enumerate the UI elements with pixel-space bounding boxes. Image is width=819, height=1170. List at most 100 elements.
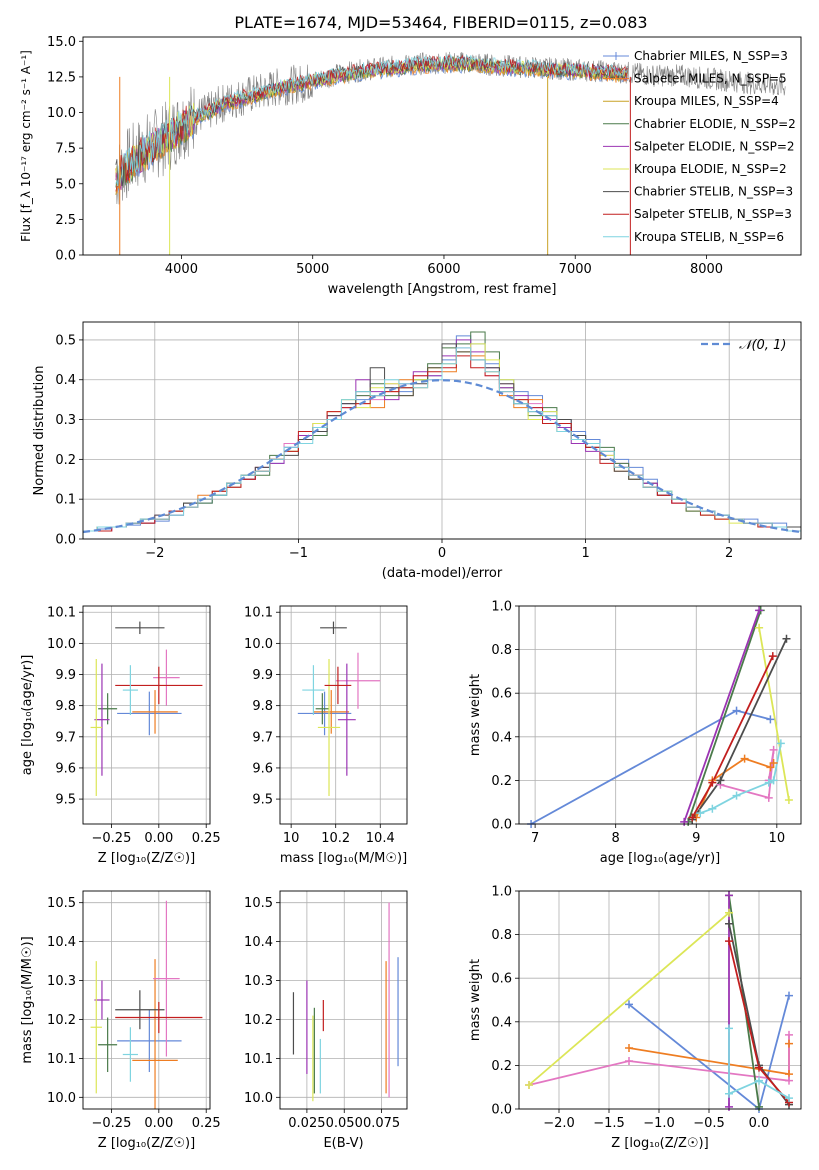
weight-point-marker: [680, 817, 689, 826]
y-tick-label: 0.6: [491, 972, 512, 987]
plot-content: [83, 331, 801, 539]
x-tick-label: 2: [725, 546, 733, 561]
axes-frame: [82, 321, 802, 540]
x-tick-label: −0.25: [92, 1116, 132, 1131]
y-tick-label: 10.1: [244, 1052, 273, 1067]
axes-frame: [518, 890, 802, 1110]
y-tick-label: 10.0: [244, 637, 273, 652]
x-tick-label: 0.00: [144, 1116, 173, 1131]
y-tick-label: 10.0: [47, 637, 76, 652]
y-tick-label: 5.0: [55, 177, 76, 192]
weight-point-marker: [525, 1081, 533, 1090]
weight-point-marker: [725, 919, 733, 928]
y-tick-label: 0.4: [491, 1015, 512, 1030]
y-tick-label: 0.0: [491, 1103, 512, 1118]
x-tick-label: 0: [438, 546, 446, 561]
x-tick-label: −1.5: [593, 1116, 625, 1131]
y-axis-label: Normed distribution: [32, 366, 47, 496]
y-tick-label: 0.3: [55, 413, 76, 428]
y-tick-label: 9.5: [55, 793, 76, 808]
x-tick-label: 10: [283, 831, 300, 846]
x-axis-label: wavelength [Angstrom, rest frame]: [328, 282, 557, 297]
y-tick-label: 0.8: [491, 643, 512, 658]
weight-point-marker: [725, 937, 733, 946]
x-tick-label: 0.25: [192, 1116, 221, 1131]
weight-point-marker: [625, 1057, 633, 1066]
weight-point-marker: [785, 991, 793, 1000]
legend-entry: Salpeter MILES, N_SSP=5: [634, 72, 787, 86]
axes-frame: [82, 890, 211, 1110]
weight-point-marker: [755, 1102, 763, 1111]
x-tick-label: 0.00: [144, 831, 173, 846]
x-axis-label: mass [log₁₀(M/M☉)]: [280, 851, 407, 866]
panel-spectrum: 4000 5000 6000 7000 8000 0.0 2.5 5.0 7.5 10.0 12.5…: [19, 35, 802, 297]
weight-point-marker: [708, 778, 717, 787]
x-tick-label: 5000: [296, 262, 329, 277]
weight-point-marker: [764, 778, 773, 787]
weight-point-marker: [776, 739, 785, 748]
weight-point-marker: [725, 1102, 733, 1111]
x-tick-label: 7: [531, 831, 539, 846]
legend-entry: Kroupa MILES, N_SSP=4: [634, 94, 779, 108]
axes-frame: [82, 36, 802, 256]
figure-title: PLATE=1674, MJD=53464, FIBERID=0115, z=0…: [234, 13, 647, 32]
x-tick-label: 8000: [690, 262, 723, 277]
x-tick-label: 0.025: [288, 1116, 325, 1131]
weight-point-marker: [755, 1076, 763, 1085]
y-tick-label: 10.4: [244, 935, 273, 950]
panel-age-vs-mass: 10 10.2 10.4 9.5 9.6 9.7 9.8 9.9 10.0 10.1 mass [l…: [244, 605, 408, 866]
x-tick-label: −2: [145, 546, 164, 561]
axes-frame: [279, 605, 408, 825]
plot-area: [83, 37, 801, 255]
y-axis-label: age [log₁₀(age/yr)]: [20, 655, 35, 776]
legend-entry: Chabrier ELODIE, N_SSP=2: [634, 117, 796, 131]
weight-series-line: [528, 912, 730, 1086]
plot-area: [519, 606, 801, 824]
weight-point-marker: [755, 606, 764, 615]
weight-series-line: [687, 610, 762, 823]
x-axis-label: Z [log₁₀(Z/Z☉)]: [98, 1136, 195, 1151]
plot-content: [90, 621, 203, 796]
y-tick-label: 9.8: [55, 699, 76, 714]
plot-area: [280, 891, 407, 1109]
y-tick-label: 10.1: [47, 606, 76, 621]
weight-point-marker: [769, 776, 778, 785]
x-tick-label: −0.25: [92, 831, 132, 846]
y-tick-label: 0.4: [491, 730, 512, 745]
legend-entry: Chabrier MILES, N_SSP=3: [634, 49, 788, 63]
legend-entry: Chabrier STELIB, N_SSP=3: [634, 185, 793, 199]
y-tick-label: 9.7: [55, 730, 76, 745]
plot-content: [90, 900, 203, 1109]
x-tick-label: 4000: [165, 262, 198, 277]
x-tick-label: 10.2: [321, 831, 350, 846]
x-tick-label: 0.25: [192, 831, 221, 846]
y-tick-label: 2.5: [55, 213, 76, 228]
y-tick-label: 0.4: [55, 373, 76, 388]
plot-content: [292, 902, 399, 1102]
y-tick-label: 0.6: [491, 687, 512, 702]
weight-point-marker: [688, 813, 697, 822]
y-tick-label: 9.9: [55, 668, 76, 683]
panels: 4000 5000 6000 7000 80000.02.55.07.510.012.5…: [19, 35, 802, 1151]
weight-point-marker: [784, 796, 793, 805]
y-tick-label: 9.8: [252, 699, 273, 714]
y-tick-label: 10.3: [244, 974, 273, 989]
legend-entry: Salpeter ELODIE, N_SSP=2: [634, 139, 795, 153]
weight-point-marker: [785, 1030, 793, 1039]
y-axis-label: mass [log₁₀(M/M☉)]: [20, 936, 35, 1063]
weight-point-marker: [716, 776, 725, 785]
y-tick-label: 0.0: [491, 818, 512, 833]
y-tick-label: 0.0: [55, 533, 76, 548]
y-tick-label: 0.2: [491, 1059, 512, 1074]
weight-point-marker: [769, 758, 778, 767]
x-tick-label: −1: [289, 546, 308, 561]
y-axis-label: mass weight: [468, 959, 483, 1041]
x-tick-label: 8: [612, 831, 620, 846]
plot-content: [297, 621, 381, 796]
axes-frame: [279, 890, 408, 1110]
x-tick-label: −0.5: [693, 1116, 725, 1131]
x-tick-label: 9: [692, 831, 700, 846]
panel-weight-vs-Z: −2.0 −1.5 −1.0 −0.5 0.0 0.0 0.2 0.4 0.6 0.8 1.0 Z […: [468, 885, 802, 1151]
legend-entry: Kroupa STELIB, N_SSP=6: [634, 230, 784, 244]
